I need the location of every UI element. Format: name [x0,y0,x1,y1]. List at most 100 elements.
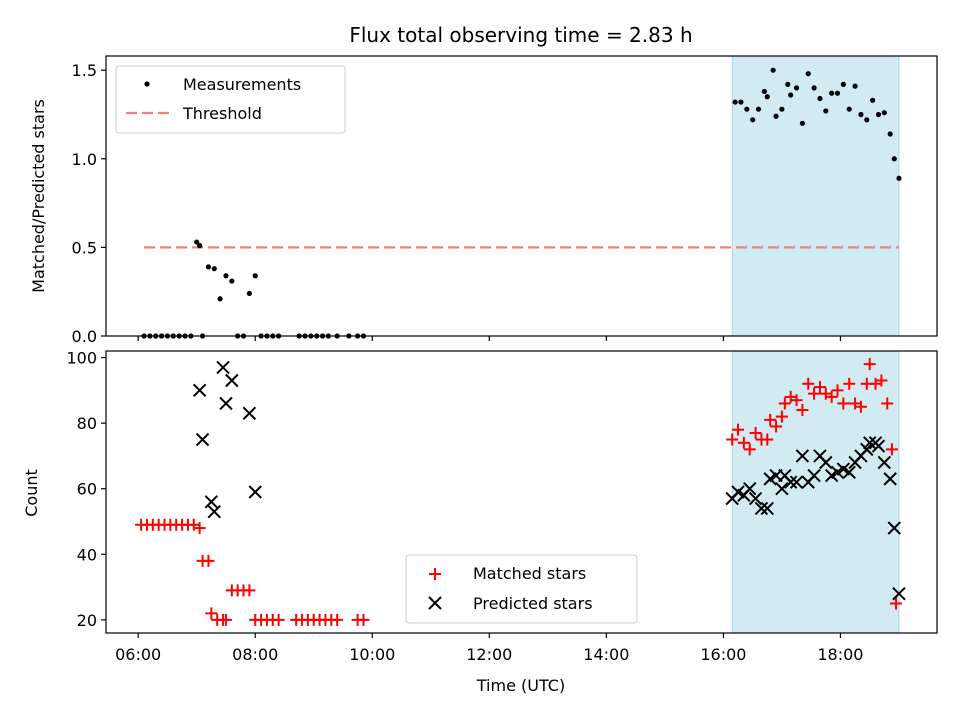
matched-star-point [726,433,739,446]
predicted-star-point [783,475,798,489]
measurement-point [223,273,229,279]
matched-star-point [796,404,809,417]
legend-threshold-label: Threshold [182,104,262,123]
measurement-point [738,99,744,105]
bottom-legend: Matched stars Predicted stars [405,554,638,624]
bottom-y-axis-label: Count [22,469,41,517]
legend-measurements-marker [144,81,150,87]
matched-star-point [243,584,256,597]
matched-star-point [790,394,803,407]
measurement-point [852,83,858,89]
measurement-point [881,110,887,116]
bottom-x-axis-ticks: 06:00 08:00 10:00 12:00 14:00 16:00 18:00 [115,633,863,664]
matched-star-point [825,390,838,403]
measurement-point [887,131,893,137]
bottom-legend-box [405,554,638,624]
measurement-point [750,117,756,123]
matched-star-point [357,613,370,626]
matched-star-point [202,554,215,567]
predicted-star-point [789,475,804,489]
measurement-point [197,243,203,249]
x-tick-label: 12:00 [466,645,512,664]
measurement-point [834,90,841,96]
predicted-star-point [760,501,774,516]
matched-star-point [843,377,856,390]
legend-predicted-marker [428,596,442,610]
predicted-stars-series [192,360,906,601]
measurement-point [805,71,811,77]
legend-matched-label: Matched stars [473,564,586,583]
matched-star-point [881,397,894,410]
legend-measurements-label: Measurements [183,75,301,94]
predicted-star-point [219,396,233,411]
predicted-star-point [892,586,906,601]
predicted-star-point [216,360,230,375]
predicted-star-point [743,482,757,496]
bottom-axes-frame [105,350,938,634]
predicted-star-point [242,406,257,421]
bottom-y-tick-label: 100 [66,349,97,368]
predicted-star-point [192,383,207,398]
matched-star-point [885,443,898,456]
measurement-point [811,85,817,91]
top-axes-frame [105,55,938,337]
matched-star-point [863,358,876,371]
predicted-star-point [195,432,210,447]
measurement-point [779,106,785,112]
matched-star-point [808,387,821,400]
measurement-point [732,99,738,105]
measurement-point [755,106,762,112]
x-tick-label: 08:00 [232,645,278,664]
matched-star-point [205,607,218,620]
measurement-point [229,278,235,284]
measurement-point [252,273,258,279]
measurement-point [870,97,876,103]
matched-star-point [272,613,285,626]
top-x-axis-ticks [137,336,842,341]
matched-stars-series [135,358,903,626]
measurement-point [896,175,902,181]
x-tick-label: 18:00 [817,645,863,664]
top-y-axis-label: Matched/Predicted stars [29,99,48,293]
chart-title: Flux total observing time = 2.83 h [349,23,692,47]
top-y-tick-label: 1.0 [72,150,97,169]
matched-star-point [778,397,791,410]
measurement-point [858,111,864,118]
measurement-point [764,94,770,100]
measurement-point [211,266,217,272]
measurement-point [770,67,776,73]
legend-matched-marker [429,568,441,580]
predicted-star-point [795,449,810,463]
top-y-tick-label: 1.5 [72,61,97,80]
measurement-point [205,264,212,270]
predicted-star-point [207,504,221,519]
predicted-star-point [871,439,886,453]
x-axis-label: Time (UTC) [476,676,565,695]
predicted-star-point [883,472,897,486]
matched-star-point [737,436,750,449]
matched-star-point [749,426,762,439]
measurement-point [785,81,791,87]
predicted-star-point [754,501,769,516]
matched-star-point [764,413,777,426]
predicted-star-point [877,455,892,470]
measurement-point [246,290,252,297]
measurement-point [773,113,779,119]
matched-star-point [732,423,745,436]
matched-star-point [775,410,788,423]
matched-star-point [854,400,867,413]
x-tick-label: 06:00 [115,645,161,664]
top-y-tick-label: 0.5 [72,238,97,257]
predicted-star-point [842,465,856,480]
top-y-tick-label: 0.0 [72,327,97,346]
matched-star-point [193,522,206,535]
top-legend-box [115,65,346,134]
predicted-star-point [225,373,239,388]
measurement-point [744,106,750,112]
predicted-star-point [887,521,901,535]
measurement-point [793,85,800,91]
measurement-point [875,111,882,118]
measurement-point [788,92,794,98]
measurement-point [846,106,852,112]
